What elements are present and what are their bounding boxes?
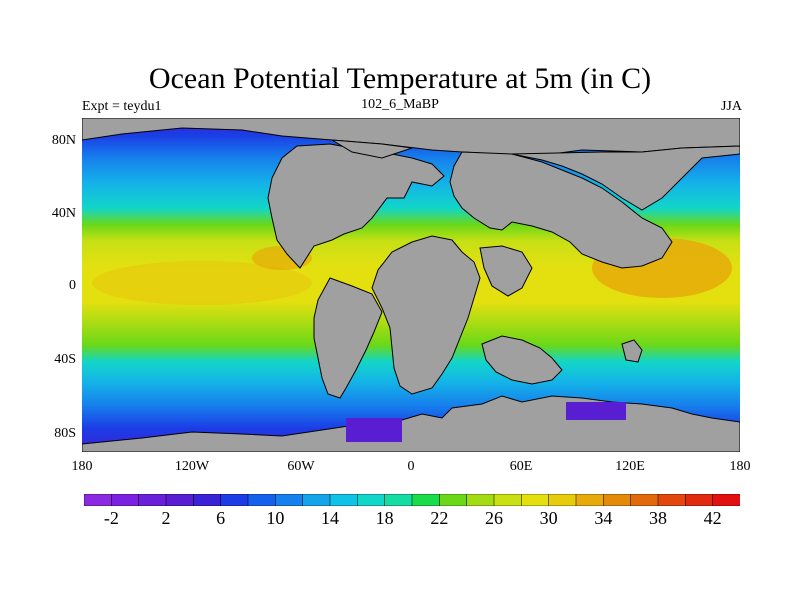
lon-tick-120w: 120W: [174, 459, 210, 474]
colorbar-label: 2: [161, 508, 171, 528]
siberia: [511, 145, 741, 211]
lon-tick-0: 0: [407, 459, 415, 474]
age-label: 102_6_MaBP: [361, 97, 439, 112]
australia: [481, 335, 563, 385]
colorbar-swatch: [657, 494, 686, 506]
south-america: [313, 277, 383, 399]
colorbar-swatch: [712, 494, 740, 506]
colorbar-swatch: [411, 494, 440, 506]
colorbar-swatch: [84, 494, 112, 506]
greenland: [331, 139, 413, 159]
lat-tick-80n: 80N: [51, 133, 76, 148]
colorbar-swatch: [466, 494, 495, 506]
colorbar-swatch: [357, 494, 386, 506]
colorbar-label: 14: [321, 508, 339, 528]
colorbar-label: -2: [103, 508, 119, 528]
island-east: [621, 339, 643, 363]
colorbar-swatch: [575, 494, 604, 506]
lat-tick-40s: 40S: [54, 352, 76, 367]
colorbar-label: 30: [539, 508, 558, 528]
arabia-india: [479, 245, 533, 297]
colorbar-label: 10: [266, 508, 285, 528]
colorbar-swatch: [685, 494, 714, 506]
colorbar-swatch: [275, 494, 304, 506]
colorbar-swatch: [138, 494, 167, 506]
colorbar-swatch: [384, 494, 413, 506]
colorbar-swatch: [247, 494, 276, 506]
colorbar-swatch: [329, 494, 358, 506]
lat-tick-40n: 40N: [51, 206, 76, 221]
lon-tick-60w: 60W: [287, 459, 315, 474]
colorbar-swatch: [521, 494, 550, 506]
lat-tick-80s: 80S: [54, 426, 76, 441]
lat-tick-0: 0: [69, 278, 76, 293]
colorbar-swatch: [630, 494, 659, 506]
colorbar-swatch: [165, 494, 194, 506]
colorbar-label: 22: [430, 508, 449, 528]
colorbar-swatch: [193, 494, 222, 506]
africa: [371, 235, 481, 395]
lon-tick-120e: 120E: [615, 459, 645, 474]
cold-pocket-weddell: [346, 418, 402, 442]
eurasia: [449, 151, 673, 269]
colorbar-swatch: [220, 494, 249, 506]
lon-tick-180e: 180: [729, 459, 751, 474]
colorbar: [84, 494, 740, 506]
colorbar-swatch: [111, 494, 140, 506]
north-america: [267, 143, 445, 269]
land-masses: [81, 117, 741, 453]
warm-band-east-pacific: [92, 261, 312, 305]
colorbar-label: 34: [594, 508, 613, 528]
colorbar-swatch: [493, 494, 522, 506]
temperature-map: [81, 117, 741, 453]
colorbar-swatch: [548, 494, 577, 506]
map-svg: [81, 117, 741, 453]
colorbar-swatch: [439, 494, 468, 506]
season-label: JJA: [720, 99, 742, 114]
cold-pocket-south-indian: [566, 402, 626, 420]
colorbar-label: 26: [485, 508, 503, 528]
chart-title: Ocean Potential Temperature at 5m (in C): [148, 62, 652, 95]
lon-tick-60e: 60E: [509, 459, 533, 474]
colorbar-swatch: [603, 494, 632, 506]
colorbar-label: 6: [216, 508, 226, 528]
colorbar-label: 18: [375, 508, 394, 528]
colorbar-label: 42: [703, 508, 722, 528]
colorbar-label: 38: [649, 508, 667, 528]
colorbar-swatch: [302, 494, 331, 506]
experiment-label: Expt = teydu1: [82, 99, 162, 114]
lon-tick-180w: 180: [71, 459, 93, 474]
